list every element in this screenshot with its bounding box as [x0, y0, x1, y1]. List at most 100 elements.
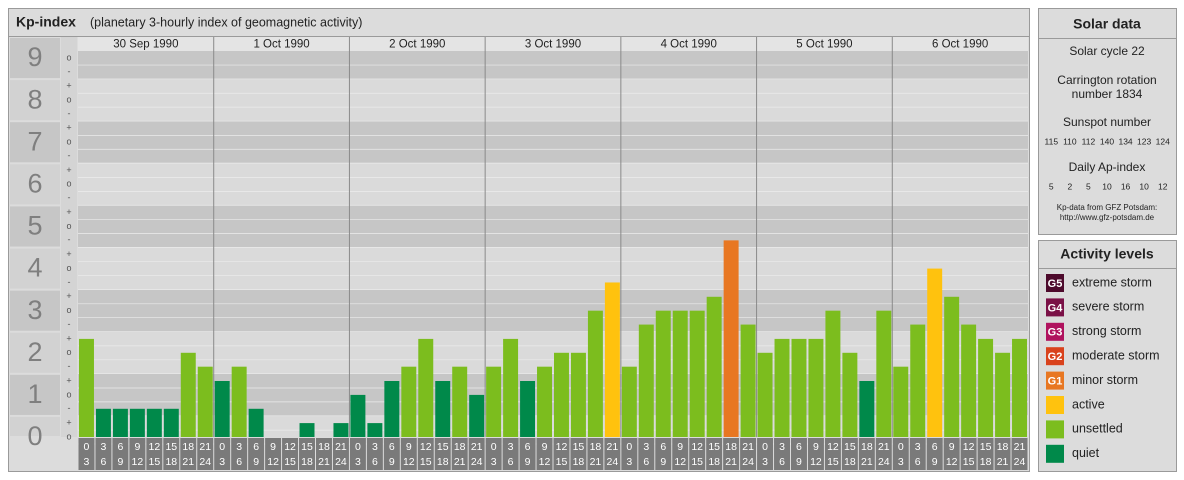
hour-box: [723, 438, 740, 470]
x-tick-label: 9: [117, 456, 123, 468]
hour-box: [265, 438, 282, 470]
x-tick-label: 9: [406, 441, 412, 453]
x-tick-label: 15: [301, 441, 313, 453]
hour-box: [638, 438, 655, 470]
legend-swatch: [1046, 371, 1064, 390]
x-tick-label: 3: [84, 456, 90, 468]
y-minor-label: o: [66, 305, 71, 315]
label-band: [10, 416, 60, 436]
x-tick-label: 6: [372, 456, 378, 468]
bar: [995, 352, 1011, 437]
x-tick-label: 18: [165, 456, 177, 468]
bar: [537, 366, 552, 437]
bar: [333, 423, 349, 437]
label-band: [10, 374, 60, 415]
x-tick-label: 3: [372, 441, 378, 453]
subtitle: (planetary 3-hourly index of geomagnetic…: [90, 15, 362, 29]
y-minor-label: +: [66, 207, 71, 217]
x-tick-label: 21: [590, 456, 602, 468]
bar: [214, 381, 230, 437]
x-tick-label: 6: [117, 441, 123, 453]
hour-box: [299, 438, 315, 470]
x-tick-label: 6: [253, 441, 259, 453]
label-band: [10, 38, 60, 79]
x-tick-label: 15: [980, 441, 992, 453]
x-tick-label: 6: [101, 456, 107, 468]
band: [78, 205, 1028, 248]
x-tick-label: 24: [878, 456, 890, 468]
hour-box: [960, 438, 977, 470]
bar: [79, 338, 94, 437]
x-tick-label: 6: [525, 441, 531, 453]
bar: [893, 366, 909, 437]
x-tick-label: 6: [508, 456, 514, 468]
bar: [570, 352, 586, 437]
y-tick-label: 9: [27, 42, 42, 72]
bar: [486, 366, 502, 437]
band: [78, 415, 1028, 437]
sunspot-value: 134: [1118, 136, 1132, 146]
x-tick-label: 9: [134, 441, 140, 453]
hour-box: [112, 438, 129, 470]
x-tick-label: 18: [454, 441, 466, 453]
legend-swatch: [1046, 347, 1064, 366]
bar: [808, 338, 824, 437]
y-minor-label: o: [66, 347, 71, 357]
bar: [672, 310, 688, 437]
x-tick-label: 15: [691, 456, 703, 468]
hour-box: [604, 438, 621, 470]
hour-box: [231, 438, 248, 470]
x-tick-label: 9: [813, 441, 819, 453]
y-minor-label: -: [68, 151, 71, 161]
x-tick-label: 12: [148, 441, 160, 453]
x-tick-label: 9: [796, 456, 802, 468]
y-minor-label: +: [66, 123, 71, 133]
x-tick-label: 0: [84, 441, 90, 453]
bar: [129, 408, 145, 437]
bar: [367, 423, 383, 437]
date-label: 1 Oct 1990: [253, 39, 309, 51]
x-tick-label: 3: [491, 456, 497, 468]
x-tick-label: 24: [199, 456, 211, 468]
x-tick-label: 3: [355, 456, 361, 468]
hour-box: [672, 438, 689, 470]
x-tick-label: 0: [898, 441, 904, 453]
y-minor-label: -: [68, 108, 71, 118]
title-bar: [8, 8, 1030, 37]
hour-box: [1011, 438, 1028, 470]
hour-box: [570, 438, 587, 470]
ap-value: 10: [1102, 181, 1112, 191]
legend-label: minor storm: [1072, 373, 1138, 387]
hour-box: [366, 438, 383, 470]
x-tick-label: 15: [420, 456, 432, 468]
legend-code: G1: [1048, 376, 1063, 388]
hour-box: [909, 438, 926, 470]
y-tick-label: 0: [27, 421, 42, 451]
bar: [655, 310, 671, 437]
hour-box: [383, 438, 400, 470]
sunspot-value: 112: [1082, 136, 1096, 146]
date-header: [78, 37, 1028, 51]
x-tick-label: 21: [318, 456, 330, 468]
carrington: Carrington rotation: [1057, 73, 1156, 87]
legend-code: G4: [1048, 302, 1064, 314]
hour-box: [875, 438, 892, 470]
x-tick-label: 9: [660, 456, 666, 468]
x-tick-label: 3: [779, 441, 785, 453]
legend-swatch: [1046, 298, 1064, 317]
band: [78, 121, 1028, 164]
x-tick-label: 15: [284, 456, 296, 468]
x-tick-label: 18: [708, 456, 720, 468]
x-tick-label: 3: [101, 441, 107, 453]
sunspot-value: 110: [1063, 136, 1077, 146]
hour-box: [536, 438, 553, 470]
hour-box: [163, 438, 180, 470]
bar: [791, 338, 807, 437]
legend-swatch: [1046, 420, 1064, 439]
bar: [180, 352, 196, 437]
x-tick-label: 18: [725, 441, 737, 453]
sunspot-title: Sunspot number: [1063, 115, 1151, 129]
legend-code: G5: [1048, 278, 1063, 290]
hour-box: [95, 438, 112, 470]
legend-code: G2: [1048, 351, 1063, 363]
